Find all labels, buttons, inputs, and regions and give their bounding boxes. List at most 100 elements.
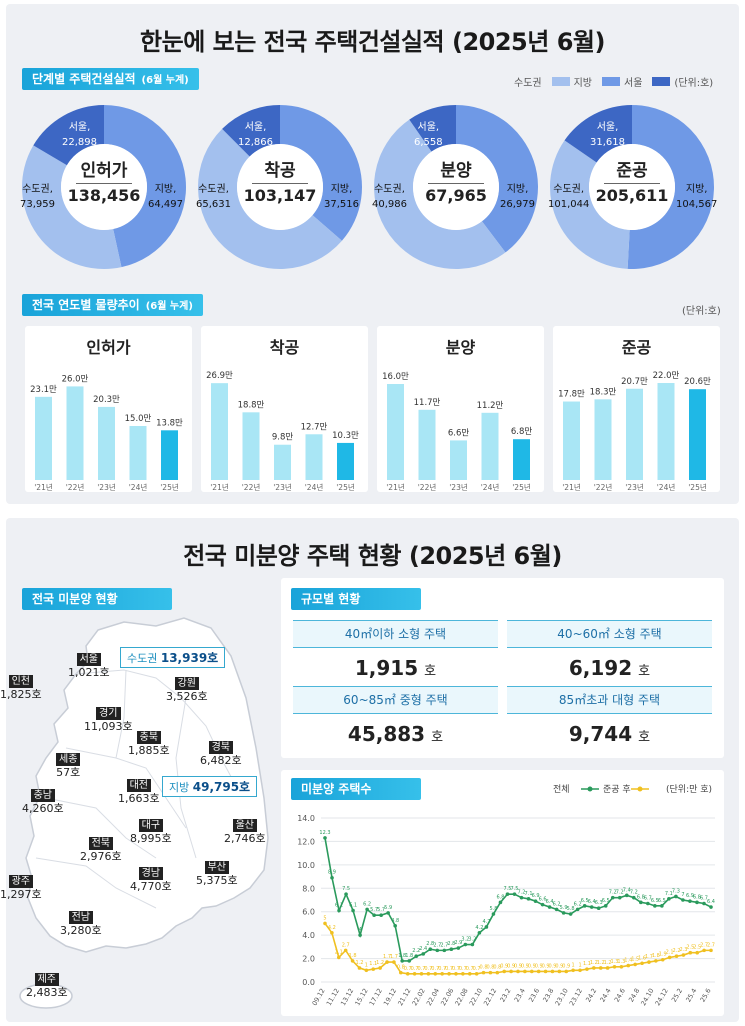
region-value: 1,663호 — [118, 792, 160, 805]
data-point — [364, 968, 369, 973]
point-label: 2.7 — [707, 942, 715, 948]
data-point — [463, 942, 468, 947]
donut-hole — [237, 144, 323, 230]
bar-category-label: '22년 — [418, 482, 437, 492]
point-label: 1.5 — [631, 956, 639, 962]
data-point — [502, 969, 507, 974]
point-label: 0.7 — [445, 966, 453, 972]
x-tick-label: 23.4 — [513, 987, 527, 1004]
bar-category-label: '22년 — [242, 482, 261, 492]
bar — [563, 401, 580, 480]
point-label: 1.7 — [390, 954, 398, 960]
donut-seoul-segment — [222, 105, 280, 157]
bar-category-label: '24년 — [657, 482, 676, 492]
local-name: 지방, — [685, 184, 708, 195]
data-point — [323, 836, 327, 840]
point-label: 5.9 — [560, 905, 568, 911]
bar-data-label: 6.8만 — [511, 427, 533, 437]
region-label: 경북 6,482호 — [200, 740, 242, 768]
point-label: 2.8 — [426, 941, 434, 947]
region-name: 강원 — [174, 677, 200, 690]
capital-name: 수도권, — [198, 184, 229, 195]
construction-panel: 한눈에 보는 전국 주택건설실적 (2025년 6월) 단계별 주택건설실적 (6… — [6, 4, 739, 504]
donut-divider — [604, 183, 660, 184]
data-point — [357, 966, 362, 970]
point-label: 1 — [578, 962, 581, 968]
data-point — [536, 969, 541, 974]
data-point — [512, 892, 517, 896]
bar — [129, 426, 147, 480]
bar-chart-title: 분양 — [445, 338, 476, 357]
region-name: 부산 — [204, 861, 230, 874]
size-cell: 40㎡이하 소형 주택 1,915 호 — [293, 620, 498, 692]
region-name: 울산 — [232, 819, 258, 832]
region-value: 8,995호 — [130, 832, 172, 845]
region-name: 경남 — [138, 867, 164, 880]
point-label: 1.7 — [383, 954, 391, 960]
data-point — [578, 968, 582, 973]
data-point — [516, 969, 520, 974]
x-tick-label: 11.12 — [325, 987, 341, 1007]
donut-divider — [252, 183, 308, 184]
point-label: 1.2 — [604, 960, 612, 966]
donut-local-label: 지방, 64,497 — [148, 182, 183, 212]
point-label: 2.7 — [440, 942, 448, 948]
size-value: 9,744 호 — [568, 722, 651, 746]
donut-chart-2: 착공 103,147 서울, 12,866 수도권, 65,631 지방, 37,516 — [194, 102, 366, 272]
data-point — [385, 960, 389, 964]
data-point — [442, 948, 447, 953]
donut-chart-1: 인허가 138,456 서울, 22,898 수도권, 73,959 지방, 64,497 — [18, 102, 190, 272]
data-point — [372, 913, 376, 918]
bar-data-label: 22.0만 — [653, 371, 680, 381]
data-point — [540, 902, 545, 907]
point-label: 0.8 — [486, 965, 494, 971]
size-cell: 60~85㎡ 중형 주택 45,883 호 — [293, 686, 498, 758]
donut-divider — [428, 183, 484, 184]
point-label: 0.8 — [397, 965, 405, 971]
y-tick-label: 8.0 — [302, 884, 315, 893]
data-point — [358, 933, 362, 937]
x-tick-label: 19.12 — [382, 987, 398, 1007]
point-label: 0.7 — [438, 966, 446, 972]
data-point — [547, 905, 552, 909]
section-label: 단계별 주택건설실적 — [32, 72, 136, 86]
bar-card-3: 분양 16.0만 '21년 11.7만 '22년 6.6만 '23년 11.2만 '24년 6.8… — [377, 326, 544, 492]
bar-category-label: '23년 — [449, 482, 468, 492]
donut-local-segment — [104, 105, 186, 268]
capital-name: 수도권, — [22, 184, 53, 195]
donut-capital-segment — [22, 145, 122, 269]
bar — [689, 389, 706, 480]
region-value: 1,021호 — [68, 666, 110, 679]
region-label: 세종 57호 — [56, 752, 81, 780]
region-value: 1,297호 — [0, 888, 42, 901]
point-label: 1.2 — [590, 960, 598, 966]
donut-name: 분양 — [440, 161, 472, 181]
bar-data-label: 9.8만 — [272, 433, 294, 443]
data-point — [554, 907, 559, 912]
donut-local-label: 지방, 37,516 — [324, 182, 359, 212]
bar — [98, 406, 115, 480]
data-point — [617, 895, 622, 900]
region-name: 경북 — [208, 741, 234, 754]
data-point — [596, 906, 601, 910]
line-card: 미분양 주택수 전체 준공 후 (단위:만 호) 0.0 2.0 4.0 6.0 8.0 10.… — [281, 770, 724, 1016]
seoul-name: 서울, — [596, 122, 619, 133]
unsold-line-chart: 전체 준공 후 (단위:만 호)0.02.04.06.08.010.012.014.… — [297, 784, 715, 1007]
data-point — [336, 955, 341, 960]
bar-data-label: 23.1만 — [30, 385, 57, 395]
data-point — [519, 895, 524, 900]
bar-category-label: '23년 — [273, 482, 292, 492]
size-label: 40~60㎡ 소형 주택 — [507, 620, 712, 648]
size-unit: 호 — [424, 664, 437, 679]
region-value: 11,093호 — [84, 720, 133, 733]
data-point — [605, 966, 610, 970]
point-label: 1 — [572, 962, 575, 968]
x-tick-label: 22.06 — [439, 987, 455, 1007]
donut-chart-4: 준공 205,611 서울, 31,618 수도권, 101,044 지방, 104,567 — [546, 102, 718, 272]
bar-data-label: 26.0만 — [62, 374, 89, 384]
point-label: 6.9 — [532, 893, 540, 899]
local-name: 지방, — [154, 184, 177, 195]
x-tick-label: 23.12 — [568, 987, 584, 1007]
y-tick-label: 14.0 — [297, 814, 315, 823]
region-label: 강원 3,526호 — [166, 676, 208, 704]
